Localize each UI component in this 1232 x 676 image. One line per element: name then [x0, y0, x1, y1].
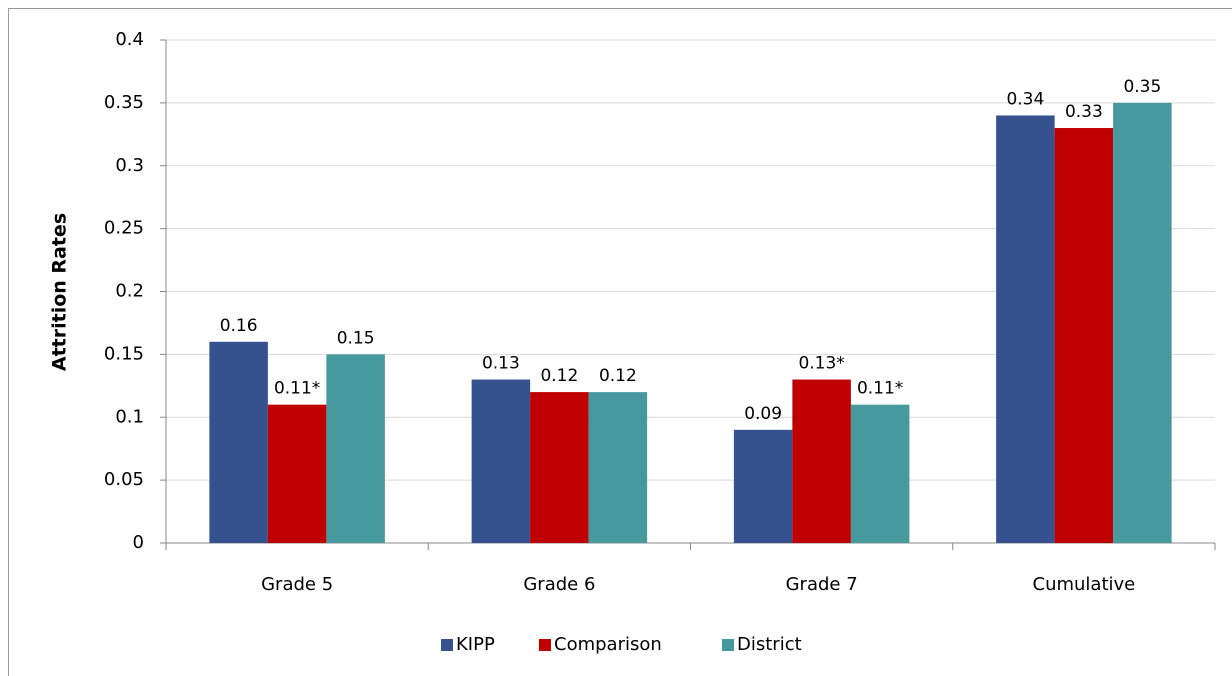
bar	[588, 392, 648, 543]
legend-swatch	[539, 639, 551, 651]
value-label: 0.11*	[857, 379, 903, 399]
bar	[996, 115, 1055, 543]
x-tick-label: Grade 5	[261, 574, 333, 595]
value-label: 0.16	[220, 316, 258, 336]
legend-label: Comparison	[554, 634, 662, 655]
legend-label: District	[737, 634, 802, 655]
y-tick-label: 0.2	[115, 281, 144, 302]
y-tick-label: 0.35	[104, 92, 144, 113]
value-label: 0.15	[337, 328, 375, 348]
value-label: 0.34	[1006, 89, 1044, 109]
x-tick-label: Grade 7	[786, 574, 858, 595]
y-tick-label: 0.1	[115, 406, 144, 427]
value-label: 0.12	[599, 366, 637, 386]
y-tick-label: 0.05	[104, 469, 144, 490]
bar	[326, 354, 385, 543]
bar	[792, 379, 851, 543]
bar	[267, 404, 327, 543]
value-label: 0.09	[744, 404, 782, 424]
bar	[209, 341, 268, 543]
x-tick-label: Cumulative	[1033, 574, 1136, 595]
y-tick-label: 0.15	[104, 343, 144, 364]
y-tick-label: 0.25	[104, 218, 144, 239]
y-tick-label: 0.4	[115, 29, 144, 50]
x-tick-label: Grade 6	[523, 574, 595, 595]
value-label: 0.11*	[274, 379, 320, 399]
bar	[850, 404, 910, 543]
chart-frame	[8, 8, 1232, 676]
bar	[733, 429, 793, 543]
legend-swatch	[722, 639, 734, 651]
y-axis-title: Attrition Rates	[49, 213, 71, 371]
y-tick-label: 0.3	[115, 155, 144, 176]
bar	[530, 392, 589, 543]
bar	[1113, 102, 1172, 543]
bar	[471, 379, 531, 543]
y-tick-label: 0	[133, 532, 144, 553]
legend-swatch	[441, 639, 453, 651]
bar	[1054, 128, 1114, 543]
legend-label: KIPP	[456, 634, 495, 655]
value-label: 0.13*	[798, 354, 844, 374]
value-label: 0.35	[1123, 77, 1161, 97]
value-label: 0.13	[482, 354, 520, 374]
value-label: 0.33	[1065, 102, 1103, 122]
value-label: 0.12	[540, 366, 578, 386]
